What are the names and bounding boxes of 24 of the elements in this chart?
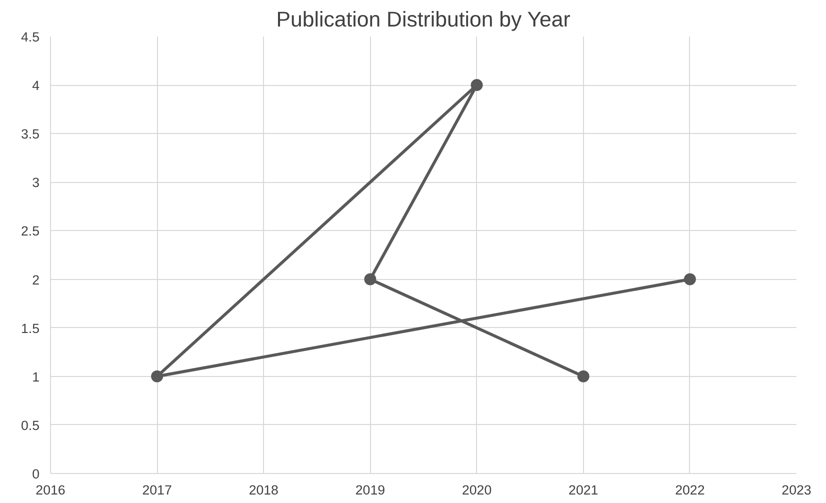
y-tick-label: 2.5: [20, 224, 40, 239]
y-tick-label: 2: [32, 272, 40, 288]
y-tick-label: 0.5: [20, 418, 40, 433]
x-tick-label: 2021: [568, 482, 598, 498]
y-tick-label: 1.5: [20, 320, 40, 336]
y-tick-label: 0: [32, 466, 40, 482]
x-tick-label: 2020: [462, 482, 492, 498]
point: [364, 273, 376, 286]
point: [577, 370, 590, 382]
y-tick-label: 3.5: [20, 126, 40, 142]
y-tick-label: 4.5: [20, 30, 40, 44]
x-tick-label: 2017: [142, 482, 172, 498]
point: [684, 273, 696, 286]
x-tick-label: 2022: [675, 482, 705, 498]
y-tick-label: 3: [32, 175, 40, 190]
chart-title: Publication Distribution by Year: [276, 8, 570, 32]
x-tick-label: 2016: [36, 482, 66, 498]
point: [151, 370, 164, 382]
x-tick-label: 2019: [355, 482, 386, 498]
x-tick-label: 2023: [782, 482, 812, 498]
point: [470, 79, 483, 92]
y-tick-label: 4: [32, 78, 40, 94]
x-tick-label: 2018: [248, 482, 278, 498]
y-tick-label: 1: [32, 369, 40, 384]
